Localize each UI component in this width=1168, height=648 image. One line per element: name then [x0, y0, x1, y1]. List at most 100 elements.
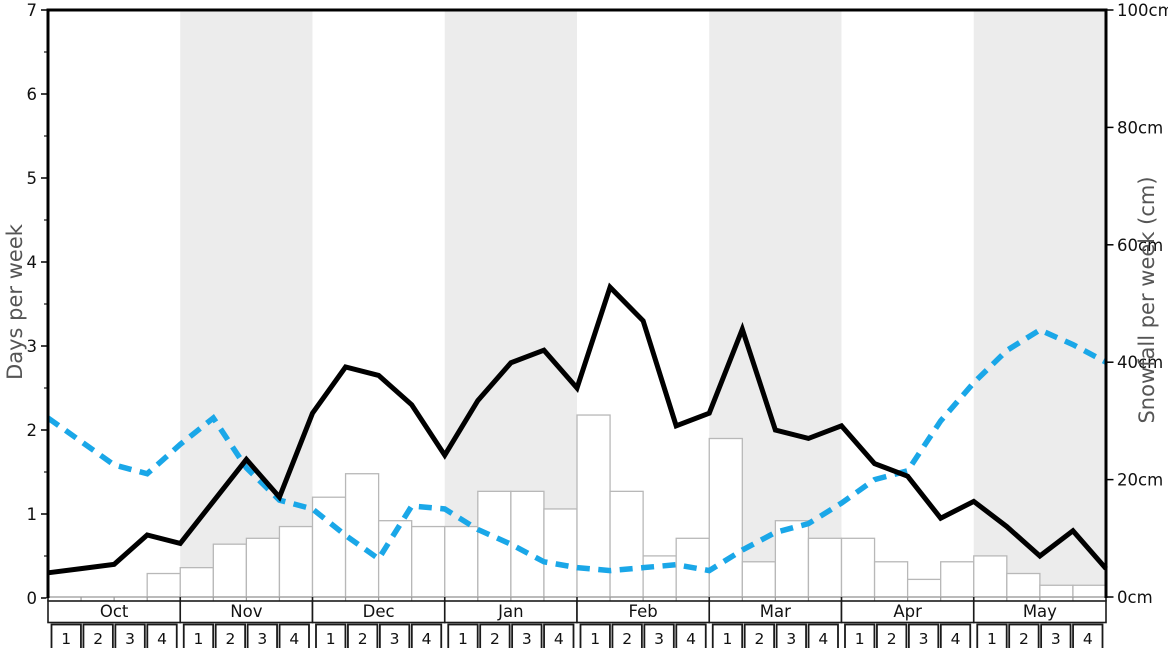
week-cell [579, 623, 611, 648]
week-cell [347, 623, 379, 648]
week-label: 3 [125, 630, 135, 648]
week-cell [775, 623, 807, 648]
snowfall-bar [1006, 572, 1041, 598]
week-cell [479, 623, 511, 648]
week-label: 2 [1019, 630, 1029, 648]
snowfall-bar [840, 537, 876, 598]
right-tick-label: 40cm [1117, 353, 1163, 372]
right-tick-label: 20cm [1117, 471, 1163, 490]
right-tick-label: 100cm [1117, 1, 1168, 20]
snowfall-bar [807, 537, 843, 598]
month-cell-may [972, 600, 1107, 624]
snowfall-bar [940, 561, 975, 598]
week-label: 1 [61, 630, 71, 648]
left-tick-label: 6 [27, 85, 38, 104]
week-label: 4 [289, 630, 299, 648]
top-spine [46, 8, 1108, 12]
snowy-days-per-week-line [47, 282, 1108, 576]
week-cell [1008, 623, 1040, 648]
week-cell [214, 623, 247, 648]
week-cell [246, 623, 278, 648]
week-cell [82, 623, 114, 648]
snowfall-bar [245, 537, 281, 598]
week-cell [675, 623, 707, 648]
month-label: Apr [893, 602, 922, 621]
left-tick-label: 2 [27, 421, 38, 440]
week-cell [410, 623, 443, 648]
week-label: 2 [93, 630, 103, 648]
right-tick-label: 0cm [1117, 588, 1153, 607]
left-axis-title: Days per week [3, 224, 27, 380]
week-label: 4 [422, 630, 432, 648]
week-label: 3 [654, 630, 664, 648]
week-cell [511, 623, 543, 648]
week-cell [939, 623, 972, 648]
snowfall-bar [510, 490, 545, 598]
week-cell [807, 623, 839, 648]
right-spine [1104, 8, 1108, 598]
month-band-nov [180, 10, 313, 597]
month-label: Dec [363, 602, 395, 621]
month-label: Nov [230, 602, 262, 621]
week-cell [711, 623, 744, 648]
week-cell [611, 623, 643, 648]
right-tick-label: 80cm [1117, 118, 1163, 137]
week-label: 1 [723, 630, 733, 648]
snowfall-bar [444, 525, 479, 598]
week-cell [643, 623, 675, 648]
month-label: Oct [100, 602, 129, 621]
week-cell [447, 623, 479, 648]
week-cell [50, 623, 82, 648]
snowfall-trend-line [46, 326, 1108, 574]
week-label: 2 [887, 630, 897, 648]
month-label: May [1023, 602, 1057, 621]
week-cell [844, 623, 876, 648]
snowfall-bar [179, 567, 214, 598]
snowfall-bar [642, 555, 677, 598]
snowfall-bar [146, 572, 181, 598]
snowfall-bar [741, 561, 777, 598]
snowfall-bar [609, 490, 644, 598]
week-cell [1040, 623, 1072, 648]
week-cell [182, 623, 215, 648]
snowfall-bar [212, 543, 248, 598]
right-axis-title: Snowfall per week (cm) [1135, 176, 1159, 424]
snowfall-bar [1039, 584, 1074, 598]
left-tick-label: 5 [27, 169, 38, 188]
week-label: 1 [458, 630, 468, 648]
week-label: 1 [326, 630, 336, 648]
week-cell [378, 623, 411, 648]
snowfall-bar [873, 561, 909, 598]
snowfall-bar [543, 508, 578, 598]
month-label: Jan [497, 602, 523, 621]
snowfall-bar [278, 525, 314, 598]
week-label: 3 [257, 630, 267, 648]
left-tick-label: 1 [27, 505, 38, 524]
week-label: 1 [590, 630, 600, 648]
week-label: 2 [358, 630, 368, 648]
left-tick-label: 7 [27, 1, 38, 20]
week-label: 4 [1083, 630, 1093, 648]
snowfall-bar [973, 555, 1008, 598]
snowfall-bar [344, 473, 380, 598]
week-cell [907, 623, 940, 648]
week-cell [876, 623, 908, 648]
snowfall-bar [411, 525, 446, 598]
week-label: 1 [194, 630, 204, 648]
week-label: 4 [157, 630, 167, 648]
week-cell [114, 623, 146, 648]
week-label: 1 [987, 630, 997, 648]
snowfall-bar [774, 520, 810, 598]
week-label: 3 [522, 630, 532, 648]
week-cell [1072, 623, 1104, 648]
week-label: 4 [951, 630, 961, 648]
week-label: 2 [754, 630, 764, 648]
snowfall-bar [1072, 584, 1107, 598]
week-label: 3 [786, 630, 796, 648]
month-label: Mar [760, 602, 791, 621]
week-label: 4 [818, 630, 828, 648]
week-label: 1 [855, 630, 865, 648]
week-cell [146, 623, 178, 648]
week-cell [976, 623, 1008, 648]
